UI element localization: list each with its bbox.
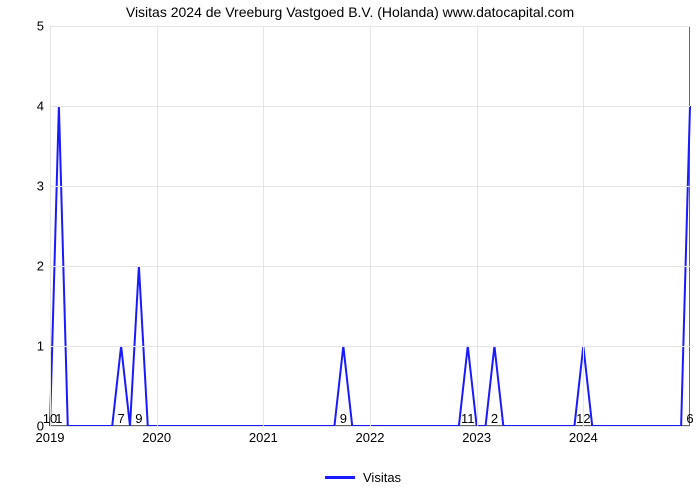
gridline-v (477, 26, 478, 426)
y-tick-label: 5 (37, 19, 44, 34)
y-tick-label: 2 (37, 259, 44, 274)
legend: Visitas (325, 470, 401, 485)
gridline-v (370, 26, 371, 426)
peak-label: 11 (461, 411, 475, 426)
legend-label: Visitas (363, 470, 401, 485)
peak-label: 9 (135, 411, 142, 426)
x-tick-label: 2024 (569, 430, 598, 445)
gridline-v (50, 26, 51, 426)
gridline-v (157, 26, 158, 426)
y-tick-label: 4 (37, 99, 44, 114)
x-tick-label: 2019 (36, 430, 65, 445)
peak-label: 6 (686, 411, 693, 426)
x-tick-label: 2023 (462, 430, 491, 445)
peak-label: 1 (55, 411, 62, 426)
x-tick-label: 2020 (142, 430, 171, 445)
chart-title: Visitas 2024 de Vreeburg Vastgoed B.V. (… (0, 4, 700, 20)
peak-label: 2 (491, 411, 498, 426)
gridline-v (263, 26, 264, 426)
gridline-v (583, 26, 584, 426)
x-tick-label: 2022 (356, 430, 385, 445)
gridline-h (50, 426, 690, 427)
chart-plot-area: 0123452019202020212022202320241017991121… (50, 26, 690, 426)
x-tick-label: 2021 (249, 430, 278, 445)
y-tick-label: 3 (37, 179, 44, 194)
peak-label: 7 (117, 411, 124, 426)
legend-swatch (325, 476, 355, 479)
peak-label: 12 (576, 411, 590, 426)
y-tick-label: 1 (37, 339, 44, 354)
peak-label: 9 (340, 411, 347, 426)
